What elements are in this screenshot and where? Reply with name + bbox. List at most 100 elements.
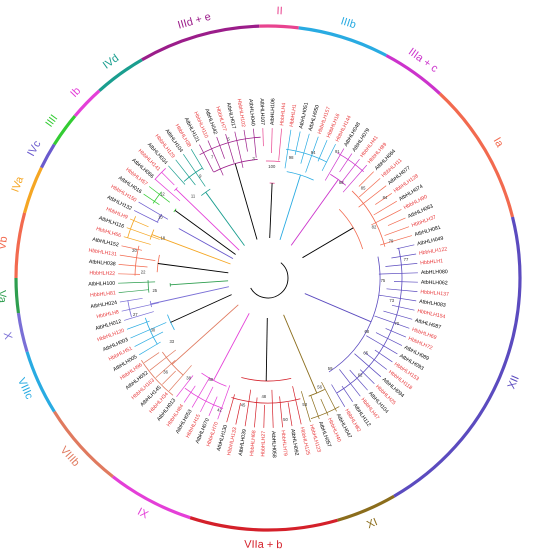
group-label-11: Va [0, 290, 8, 304]
tree-branch [364, 352, 388, 370]
tree-branch [161, 172, 175, 186]
group-arc-15 [52, 114, 77, 146]
tree-branch [183, 167, 203, 182]
bootstrap-value: 50 [283, 417, 288, 422]
tree-branch [336, 247, 403, 394]
tree-branch [380, 235, 412, 246]
tree-branch [126, 227, 160, 240]
tree-branch [149, 229, 155, 240]
bootstrap-value: 77 [404, 257, 409, 262]
tree-branch [358, 171, 374, 187]
leaf-label: AtbHLH080 [421, 269, 448, 276]
tree-branch [138, 201, 169, 220]
tree-branch [208, 396, 218, 417]
tree-branch [378, 272, 418, 275]
group-arc-5 [337, 494, 395, 522]
tree-branch [175, 159, 196, 186]
tree-branch [253, 128, 257, 158]
leaf-label: HbbHLH133 [226, 427, 238, 456]
tree-branch [366, 335, 398, 355]
tree-branches [118, 128, 418, 428]
tree-branch [231, 397, 301, 404]
bootstrap-value: 91 [335, 149, 340, 154]
tree-branch [393, 281, 418, 283]
tree-branch [119, 297, 143, 303]
tree-branch [118, 289, 149, 293]
leaf-label: HbbHLH102 [236, 98, 247, 127]
leaf-label: AtbHLH038 [89, 259, 116, 267]
tree-branch [263, 404, 265, 428]
tree-branch [300, 391, 311, 422]
bootstrap-value: 59 [328, 366, 333, 371]
bootstrap-value: 27 [133, 312, 138, 317]
leaf-labels: AtbHLH107 AtbHLH106 HbbHLH4 HbbHLH1 AtbHLH05… [88, 98, 449, 458]
tree-branch [279, 174, 301, 241]
bootstrap-value: 42 [217, 407, 222, 412]
bootstrap-value: 25 [152, 288, 157, 293]
tree-branch [183, 385, 196, 403]
leaf-label: AtbHLH017 [225, 102, 237, 130]
tree-branch [178, 228, 234, 259]
leaf-label: HbbHLH1 [420, 258, 443, 266]
leaf-label: HbbHLH137 [420, 289, 449, 298]
tree-branch [155, 360, 176, 378]
tree-branch [213, 313, 250, 381]
tree-branch [387, 217, 406, 226]
tree-branch [216, 136, 225, 159]
tree-branch [168, 165, 186, 185]
tree-branch [265, 317, 268, 382]
group-label-7: IX [135, 506, 150, 522]
leaf-label: HbbHLH66 [95, 226, 121, 239]
group-arc-11 [14, 277, 21, 314]
leaf-label: AtbHLH039 [238, 429, 248, 457]
tree-branch [262, 128, 264, 147]
group-arc-17 [98, 58, 143, 92]
tree-branch [244, 389, 252, 427]
tree-branch [324, 148, 345, 181]
tree-branch [199, 144, 214, 173]
group-arc-4 [393, 216, 522, 498]
tree-branch [338, 208, 364, 250]
group-arc-0 [259, 24, 299, 30]
tree-branch [123, 236, 151, 245]
tree-branch [234, 163, 258, 240]
tree-branch [290, 179, 339, 246]
tree-branch [292, 386, 302, 425]
group-label-0: II [276, 5, 283, 17]
group-label-16: Ib [68, 85, 83, 100]
leaf-label: AtbHLH062 [421, 280, 448, 287]
tree-branch [118, 281, 156, 284]
tree-branch [300, 133, 310, 164]
group-label-3: Ia [491, 135, 506, 150]
tree-branch [121, 245, 143, 251]
leaf-label: AtbHLH051 [298, 102, 310, 130]
tree-branch [385, 328, 407, 338]
tree-branch [141, 360, 174, 396]
tree-branch [124, 311, 154, 321]
leaf-label: AtbHLH092 [289, 429, 299, 457]
leaf-label: HbbHLH81 [90, 290, 116, 298]
tree-branch [134, 331, 164, 347]
tree-branch [391, 253, 417, 259]
tree-branch [168, 365, 192, 392]
tree-branch [157, 213, 163, 222]
tree-branch [173, 208, 177, 213]
tree-branch [217, 385, 231, 420]
tree-branch [151, 234, 231, 265]
tree-branch [150, 286, 229, 305]
tree-branch [147, 280, 150, 293]
group-label-9: VIIIc [15, 376, 35, 401]
tree-branch [331, 384, 346, 407]
bootstrap-value: 79 [389, 239, 394, 244]
group-label-12: Vb [0, 236, 10, 251]
tree-branch [205, 191, 245, 246]
tree-branch [191, 377, 211, 408]
tree-branch [358, 178, 381, 198]
group-arc-13 [23, 166, 43, 214]
leaf-label: AtbHLH083 [419, 299, 447, 309]
leaf-label: HbbHLH131 [88, 248, 117, 258]
tree-branch [305, 136, 319, 173]
tree-branch [157, 263, 229, 274]
bootstrap-value: 65 [363, 350, 368, 355]
